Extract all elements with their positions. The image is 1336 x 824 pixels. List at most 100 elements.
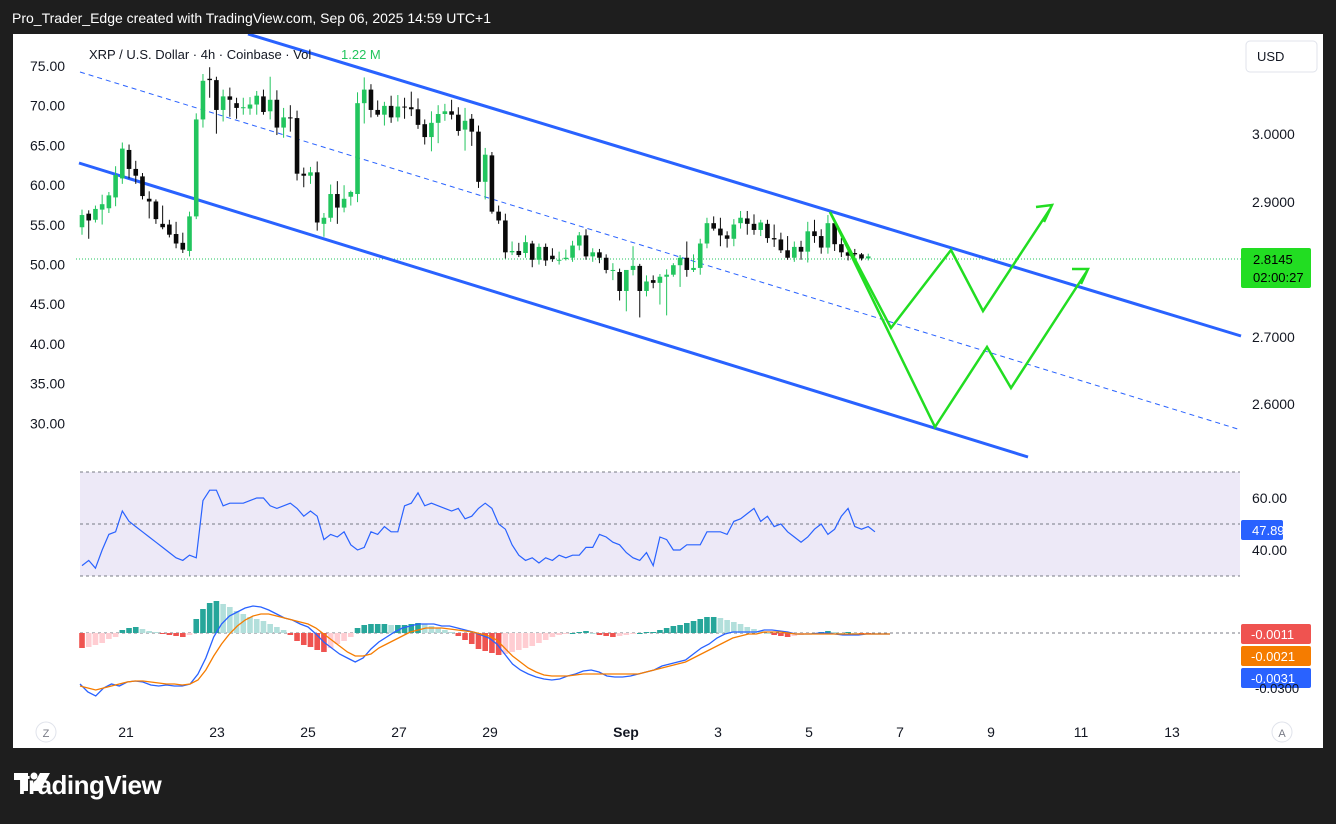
candle-body	[328, 194, 333, 218]
candle-body	[543, 246, 548, 261]
macd-histogram-bar	[442, 630, 448, 633]
candle-body	[650, 280, 656, 283]
candle-body	[617, 271, 622, 291]
candle-body	[86, 213, 92, 221]
candle-body	[395, 106, 401, 118]
candle-body	[429, 122, 434, 138]
macd-histogram-bar	[267, 624, 273, 633]
macd-histogram-bar	[583, 631, 589, 633]
candle-body	[93, 208, 98, 220]
channel-mid-line[interactable]	[79, 71, 1242, 431]
channel-lower-line[interactable]	[78, 161, 1029, 459]
candle-body	[106, 195, 112, 209]
macd-histogram-bar	[516, 633, 522, 650]
current-price-label: 2.8145	[1253, 252, 1293, 267]
macd-line[interactable]	[79, 605, 890, 697]
x-axis-label: 9	[987, 724, 995, 740]
macd-histogram-bar	[448, 632, 455, 633]
candle-body	[603, 257, 609, 270]
chart-svg[interactable]: XRP / U.S. Dollar · 4h · Coinbase · Vol 1…	[13, 34, 1323, 748]
candle-body	[758, 222, 764, 230]
projection-path-lower[interactable]	[828, 211, 1089, 430]
macd-histogram-bar	[764, 633, 771, 634]
macd-axis-label: -0.0300	[1255, 681, 1299, 696]
candle-body	[845, 252, 851, 256]
candle-body	[529, 243, 535, 260]
candle-body	[180, 242, 186, 250]
macd-histogram-bar	[220, 604, 226, 633]
candle-body	[536, 246, 542, 260]
macd-histogram-bar	[139, 629, 146, 633]
macd-histogram-bar	[280, 630, 287, 633]
left-axis-label: 55.00	[30, 217, 65, 233]
candle-body	[261, 96, 266, 112]
auto-scale-button[interactable]	[1271, 721, 1293, 743]
candle-body	[267, 99, 273, 112]
candle-body	[321, 217, 327, 224]
symbol-legend: XRP / U.S. Dollar · 4h · Coinbase · Vol	[89, 47, 311, 62]
zoom-reset-button[interactable]	[35, 721, 57, 743]
candle-body	[792, 246, 797, 258]
candle-body	[738, 217, 743, 224]
current-price-badge	[1241, 248, 1311, 288]
rsi-value-label: 47.89	[1252, 523, 1285, 538]
candle-body	[482, 154, 488, 182]
macd-value-label: -0.0031	[1251, 671, 1295, 686]
macd-histogram-bar	[368, 624, 374, 633]
candle-body	[664, 274, 669, 277]
tradingview-logo[interactable]: TradingView	[14, 770, 162, 801]
macd-signal-line[interactable]	[79, 613, 890, 691]
candle-body	[214, 80, 219, 110]
candle-body	[173, 234, 179, 244]
auto-scale-label: A	[1278, 728, 1286, 740]
candle-body	[274, 99, 280, 128]
left-axis-label: 40.00	[30, 336, 65, 352]
candle-body	[677, 257, 683, 266]
macd-histogram-bar	[213, 601, 220, 633]
macd-histogram-bar	[831, 632, 838, 633]
currency-button[interactable]	[1245, 40, 1318, 73]
candle-body	[744, 218, 750, 224]
candle-body	[308, 172, 313, 176]
macd-histogram-bar	[717, 618, 724, 633]
macd-histogram-bar	[287, 633, 294, 635]
rsi-axis-label: 40.00	[1252, 542, 1287, 558]
macd-histogram-bar	[327, 633, 334, 648]
candle-body	[785, 250, 790, 258]
macd-histogram-bar	[153, 632, 159, 633]
left-axis-label: 30.00	[30, 415, 65, 431]
left-axis-label: 60.00	[30, 177, 65, 193]
macd-histogram-bar	[522, 633, 529, 648]
candle-body	[193, 119, 199, 217]
chart-panel[interactable]: XRP / U.S. Dollar · 4h · Coinbase · Vol 1…	[13, 34, 1323, 748]
candle-body	[684, 257, 690, 270]
x-axis-label: 25	[300, 724, 316, 740]
candle-body	[382, 105, 387, 115]
macd-histogram-bar	[200, 609, 206, 633]
macd-histogram-bar	[85, 633, 92, 647]
macd-histogram-bar	[112, 633, 119, 637]
macd-histogram-bar	[173, 633, 179, 636]
left-axis-label: 70.00	[30, 98, 65, 114]
candle-body	[314, 172, 320, 223]
left-axis-label: 75.00	[30, 58, 65, 74]
candle-body	[79, 215, 85, 228]
macd-histogram-bar	[455, 633, 462, 636]
candle-body	[624, 269, 629, 291]
x-axis-label: 7	[896, 724, 904, 740]
macd-histogram-bar	[536, 633, 542, 643]
macd-histogram-bar	[388, 625, 394, 633]
rsi-line[interactable]	[81, 489, 876, 570]
macd-histogram-bar	[610, 633, 616, 637]
macd-histogram-bar	[260, 621, 267, 633]
candle-body	[583, 235, 589, 257]
left-axis-label: 45.00	[30, 296, 65, 312]
macd-histogram-bar	[314, 633, 320, 650]
candle-body	[220, 96, 226, 110]
channel-upper-line[interactable]	[247, 34, 1242, 338]
candle-body	[610, 269, 616, 271]
projection-path-upper[interactable]	[828, 208, 1052, 331]
candle-body	[556, 259, 562, 261]
candle-body	[724, 235, 730, 239]
macd-histogram-bar	[650, 632, 656, 633]
